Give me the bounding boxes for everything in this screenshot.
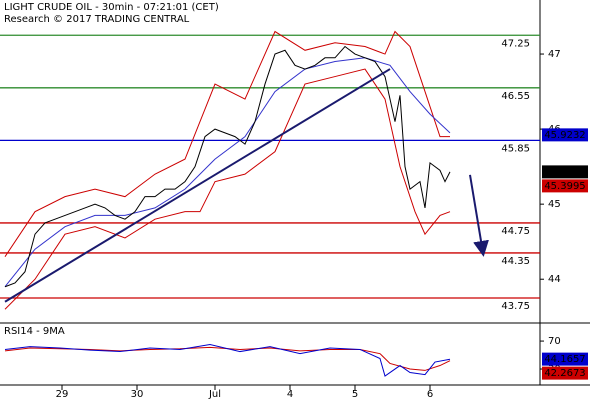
forecast-arrow [469,174,489,257]
y-tick-label: 44 [548,274,561,285]
value-box [542,179,588,193]
value-box-label: 42.2673 [544,368,585,379]
y-tick-label: 45 [548,199,561,210]
series-line [4,57,451,288]
level-label: 45.85 [501,143,530,154]
value-box [542,128,588,142]
x-tick-label: 6 [427,389,433,400]
value-box [542,165,588,179]
level-label: 47.25 [501,38,530,49]
y-tick-label: 70 [548,336,561,347]
x-tick-label: 5 [352,389,358,400]
value-box-label: 44.1657 [544,354,585,365]
level-label: 46.55 [501,91,530,102]
series-line [4,344,451,377]
series-line [4,30,450,257]
level-label: 44.75 [501,226,530,237]
series-line [4,45,451,288]
y-tick-label: 47 [548,49,561,60]
series-line [4,68,451,310]
trend-line [4,68,391,303]
rsi-title: RSI14 - 9MA [4,326,65,337]
series-line [4,346,451,371]
x-tick-label: 30 [131,389,144,400]
value-box [542,366,588,380]
value-box-label: 45.9232 [544,130,585,141]
x-tick-label: 29 [56,389,69,400]
level-label: 44.35 [501,256,530,267]
value-box [542,352,588,366]
x-tick-label: 4 [287,389,293,400]
chart-title: LIGHT CRUDE OIL - 30min - 07:21:01 (CET) [4,2,219,13]
x-tick-label: Jul [208,389,221,400]
chart-subtitle: Research © 2017 TRADING CENTRAL [4,14,190,25]
level-label: 43.75 [501,301,530,312]
value-box-label: 45.3995 [544,181,585,192]
value-box-label: 45.43 [551,167,580,178]
